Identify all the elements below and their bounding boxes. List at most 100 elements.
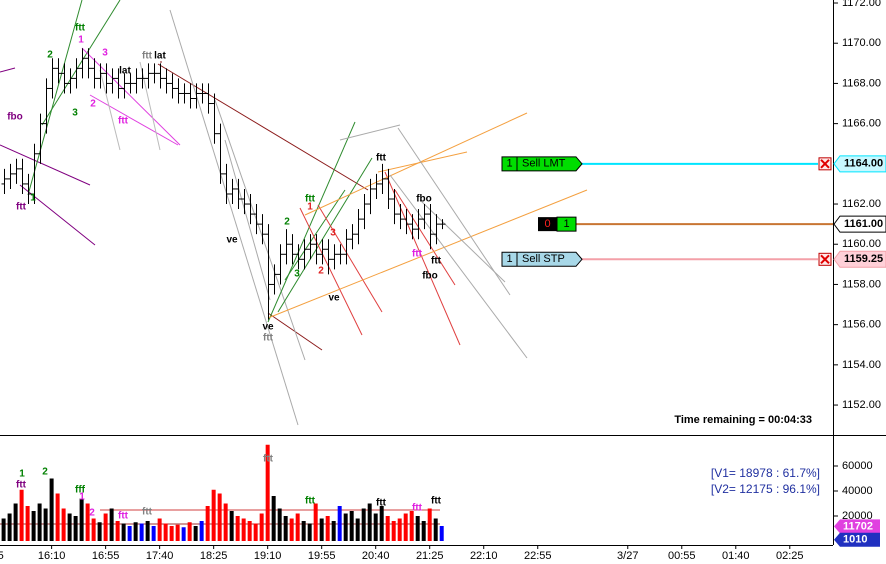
- order-box: [501, 156, 583, 172]
- annotation: ftt: [305, 194, 316, 205]
- volume-bar: [289, 518, 294, 541]
- y-tick-label: 40000: [842, 485, 873, 497]
- volume-bar: [403, 513, 408, 541]
- y-tick-label: 1160.00: [842, 238, 881, 250]
- volume-bar: [85, 503, 90, 541]
- volume-bar: [343, 513, 348, 541]
- volume-bar: [205, 506, 210, 541]
- volume-bar: [223, 503, 228, 541]
- volume-bar: [271, 496, 276, 541]
- x-tick-label: 19:55: [308, 550, 336, 562]
- volume-bar: [211, 489, 216, 541]
- volume-bar: [367, 503, 372, 541]
- trend-line: [81, 47, 181, 146]
- annotation: ftt: [16, 202, 27, 213]
- volume-bar: [175, 524, 180, 541]
- trend-line: [389, 174, 528, 359]
- x-tick-label: 3/27: [617, 550, 638, 562]
- x-tick-label: 18:25: [200, 550, 228, 562]
- trend-line: [299, 207, 363, 336]
- y-tick-label: 1170.00: [842, 37, 881, 49]
- volume-bar: [391, 521, 396, 541]
- volume-bar: [307, 523, 312, 541]
- volume-bar: [409, 511, 414, 541]
- annotation: fff: [75, 485, 86, 496]
- volume-bar: [139, 523, 144, 541]
- price-flag: [833, 155, 886, 173]
- volume-bar: [325, 516, 330, 541]
- order-qty: 1: [506, 158, 512, 170]
- volume-bar: [187, 522, 192, 541]
- annotation: ve: [262, 322, 274, 333]
- x-tick-label: 22:55: [524, 550, 552, 562]
- volume-bar: [31, 511, 36, 541]
- order-qty: 1: [506, 253, 512, 265]
- trend-line: [317, 204, 383, 313]
- annotation: ftt: [118, 116, 129, 127]
- annotation: ftt: [376, 498, 387, 509]
- price-flag-label: 1164.00: [844, 158, 883, 170]
- price-flag-label: 1159.25: [844, 253, 883, 265]
- trend-line: [394, 189, 456, 286]
- volume-bar: [79, 498, 84, 541]
- volume-info: [V1= 18978 : 61.7%]: [711, 466, 820, 480]
- trend-line: [41, 0, 121, 126]
- volume-bar: [7, 513, 12, 541]
- annotation: ve: [328, 293, 340, 304]
- position-right: 1: [563, 218, 569, 230]
- trend-line: [214, 99, 306, 361]
- volume-bar: [301, 521, 306, 541]
- annotation: ftt: [431, 256, 442, 267]
- volume-bar: [1, 518, 6, 541]
- annotation: 2: [47, 50, 53, 61]
- volume-bar: [25, 506, 30, 541]
- volume-flag: [834, 532, 880, 547]
- volume-bar: [109, 508, 114, 541]
- annotation: ve: [226, 235, 238, 246]
- y-tick-label: 1162.00: [842, 198, 881, 210]
- annotation: 1: [30, 193, 36, 204]
- volume-bar: [13, 503, 18, 541]
- volume-bar: [115, 521, 120, 541]
- volume-bar: [55, 493, 60, 541]
- trend-line: [277, 157, 373, 313]
- volume-bar: [421, 521, 426, 541]
- volume-bar: [97, 522, 102, 541]
- y-tick-label: 1172.00: [842, 0, 881, 9]
- volume-bar: [151, 526, 156, 541]
- order-label: Sell STP: [522, 253, 565, 265]
- volume-bar: [127, 526, 132, 541]
- volume-bar: [313, 503, 318, 541]
- annotation: 3: [102, 48, 108, 59]
- volume-bar: [241, 518, 246, 541]
- volume-bar: [355, 518, 360, 541]
- x-tick-label: 22:10: [470, 550, 498, 562]
- annotation: ftt: [16, 480, 27, 491]
- trend-line: [0, 67, 16, 73]
- volume-bar: [277, 508, 282, 541]
- annotation: lat: [154, 51, 166, 62]
- x-tick-label: 16:10: [38, 550, 66, 562]
- position-left: 0: [544, 218, 550, 230]
- annotation: ftt: [75, 23, 86, 34]
- annotation: ftt: [412, 249, 423, 260]
- volume-bar: [49, 478, 54, 541]
- y-tick-label: 1156.00: [842, 319, 881, 331]
- annotation: 1: [78, 35, 84, 46]
- y-tick-label: 60000: [842, 460, 873, 472]
- volume-bar: [37, 503, 42, 541]
- annotation: 3: [72, 108, 78, 119]
- y-tick-label: 20000: [842, 510, 873, 522]
- price-flag: [833, 215, 886, 233]
- volume-bar: [163, 523, 168, 541]
- trend-line: [397, 127, 511, 296]
- annotation: fbo: [416, 194, 432, 205]
- volume-bar: [319, 518, 324, 541]
- annotation: 1: [79, 492, 85, 503]
- price-flag: [833, 250, 886, 268]
- volume-bar: [331, 521, 336, 541]
- trend-line: [377, 151, 468, 173]
- position-box-left: [538, 217, 557, 232]
- volume-bar: [157, 518, 162, 541]
